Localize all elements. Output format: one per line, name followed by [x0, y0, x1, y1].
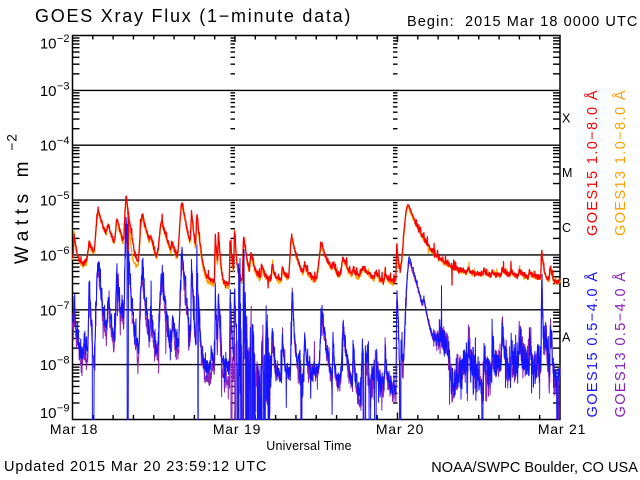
svg-text:GOES Xray Flux (1−minute data): GOES Xray Flux (1−minute data)	[35, 6, 352, 26]
svg-text:GOES13 1.0−8.0 Å: GOES13 1.0−8.0 Å	[612, 89, 629, 236]
svg-text:−8: −8	[57, 355, 70, 367]
svg-text:10: 10	[40, 247, 57, 264]
svg-text:−2: −2	[57, 33, 70, 45]
svg-text:10: 10	[40, 302, 57, 319]
svg-text:10: 10	[40, 138, 57, 155]
svg-text:GOES13 0.5−4.0 Å: GOES13 0.5−4.0 Å	[612, 271, 629, 418]
svg-text:NOAA/SWPC Boulder, CO USA: NOAA/SWPC Boulder, CO USA	[431, 460, 638, 476]
svg-text:Universal Time: Universal Time	[266, 439, 351, 453]
svg-text:−4: −4	[57, 135, 70, 147]
svg-text:10: 10	[40, 405, 57, 422]
svg-text:Updated 2015 Mar 20 23:59:12 U: Updated 2015 Mar 20 23:59:12 UTC	[4, 459, 267, 475]
svg-text:−9: −9	[57, 403, 70, 415]
svg-text:−6: −6	[57, 245, 70, 257]
svg-text:A: A	[562, 331, 571, 345]
svg-text:B: B	[562, 276, 570, 290]
svg-text:Mar 21: Mar 21	[538, 421, 586, 437]
svg-text:Mar 20: Mar 20	[376, 421, 424, 437]
svg-text:−5: −5	[57, 190, 70, 202]
svg-text:10: 10	[40, 36, 57, 53]
svg-text:−3: −3	[57, 80, 70, 92]
svg-text:−2: −2	[5, 133, 20, 150]
svg-text:Watts m: Watts m	[12, 156, 33, 264]
svg-text:M: M	[562, 166, 572, 180]
svg-text:C: C	[562, 221, 571, 235]
svg-text:GOES15 0.5−4.0 Å: GOES15 0.5−4.0 Å	[584, 271, 601, 418]
svg-text:−7: −7	[57, 300, 70, 312]
svg-text:10: 10	[40, 357, 57, 374]
svg-text:10: 10	[40, 193, 57, 210]
svg-text:Mar 18: Mar 18	[50, 421, 98, 437]
svg-text:10: 10	[40, 83, 57, 100]
svg-text:Begin: 2015 Mar 18 0000 UTC: Begin: 2015 Mar 18 0000 UTC	[407, 14, 639, 30]
svg-text:GOES15 1.0−8.0 Å: GOES15 1.0−8.0 Å	[584, 89, 601, 236]
svg-text:X: X	[562, 111, 571, 125]
svg-text:Mar 19: Mar 19	[213, 421, 261, 437]
